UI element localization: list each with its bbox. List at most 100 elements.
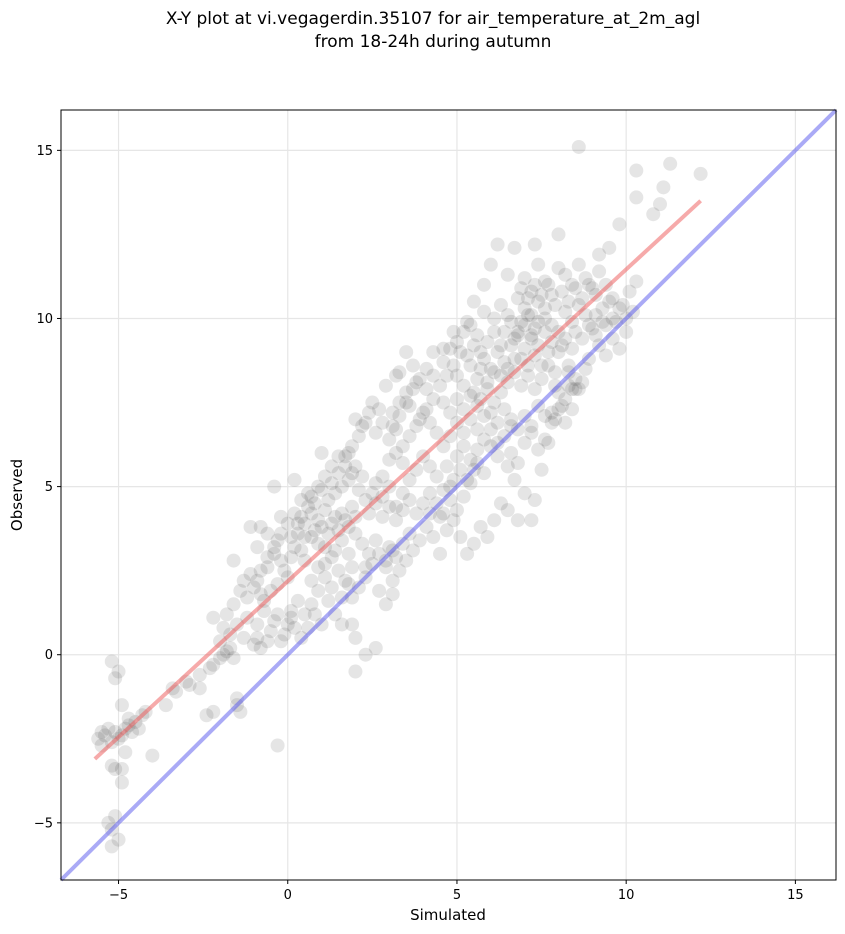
- scatter-point: [402, 493, 417, 508]
- scatter-point: [114, 698, 129, 713]
- fit-line: [93, 199, 702, 761]
- scatter-point: [466, 385, 481, 400]
- scatter-point: [213, 651, 228, 666]
- scatter-point: [314, 617, 329, 632]
- scatter-point: [341, 472, 356, 487]
- scatter-point: [314, 519, 329, 534]
- scatter-point: [145, 748, 160, 763]
- scatter-point: [524, 328, 539, 343]
- scatter-point: [453, 462, 468, 477]
- chart-subtitle: from 18-24h during autumn: [315, 32, 552, 52]
- scatter-point: [517, 341, 532, 356]
- scatter-point: [433, 509, 448, 524]
- scatter-point: [280, 617, 295, 632]
- scatter-point: [541, 345, 556, 360]
- scatter-point: [524, 331, 539, 346]
- x-tick-label: 5: [453, 888, 461, 903]
- scatter-point: [514, 281, 529, 296]
- scatter-point: [290, 516, 305, 531]
- scatter-point: [355, 469, 370, 484]
- scatter-point: [270, 533, 285, 548]
- scatter-point: [355, 419, 370, 434]
- scatter-point: [226, 597, 241, 612]
- scatter-point: [331, 466, 346, 481]
- scatter-point: [426, 530, 441, 545]
- scatter-point: [412, 412, 427, 427]
- scatter-point: [260, 560, 275, 575]
- scatter-point: [389, 422, 404, 437]
- scatter-point: [534, 287, 549, 302]
- scatter-point: [585, 321, 600, 336]
- y-axis-label: Observed: [8, 459, 26, 531]
- scatter-point: [612, 341, 627, 356]
- scatter-point: [351, 429, 366, 444]
- scatter-point: [436, 395, 451, 410]
- scatter-point: [192, 681, 207, 696]
- scatter-point: [287, 620, 302, 635]
- scatter-point: [544, 405, 559, 420]
- scatter-point: [477, 277, 492, 292]
- scatter-point: [537, 408, 552, 423]
- scatter-point: [338, 573, 353, 588]
- scatter-point: [561, 358, 576, 373]
- scatter-point: [331, 563, 346, 578]
- scatter-point: [392, 365, 407, 380]
- scatter-point: [504, 314, 519, 329]
- scatter-point: [470, 328, 485, 343]
- scatter-point: [317, 570, 332, 585]
- scatter-point: [534, 358, 549, 373]
- scatter-point: [537, 311, 552, 326]
- scatter-point: [588, 328, 603, 343]
- scatter-point: [517, 435, 532, 450]
- scatter-point: [409, 506, 424, 521]
- scatter-point: [456, 439, 471, 454]
- scatter-point: [510, 422, 525, 437]
- scatter-point: [548, 412, 563, 427]
- scatter-point: [402, 429, 417, 444]
- y-tick-label: −5: [34, 816, 53, 831]
- scatter-point: [270, 738, 285, 753]
- scatter-point: [273, 553, 288, 568]
- scatter-point: [290, 526, 305, 541]
- scatter-point: [568, 371, 583, 386]
- scatter-point: [561, 378, 576, 393]
- x-tick-label: −5: [109, 888, 128, 903]
- scatter-point: [537, 274, 552, 289]
- scatter-point: [565, 402, 580, 417]
- scatter-point: [510, 513, 525, 528]
- scatter-point: [565, 382, 580, 397]
- scatter-point: [378, 553, 393, 568]
- scatter-point: [108, 671, 123, 686]
- y-tick-label: 5: [45, 480, 53, 495]
- scatter-point: [568, 382, 583, 397]
- x-tick-label: 0: [284, 888, 292, 903]
- scatter-point: [470, 422, 485, 437]
- scatter-point: [534, 371, 549, 386]
- scatter-point: [260, 634, 275, 649]
- scatter-point: [263, 624, 278, 639]
- scatter-point: [301, 499, 316, 514]
- scatter-point: [517, 301, 532, 316]
- scatter-point: [585, 281, 600, 296]
- scatter-point: [598, 318, 613, 333]
- scatter-point: [392, 395, 407, 410]
- scatter-point: [612, 301, 627, 316]
- scatter-point: [487, 395, 502, 410]
- scatter-point: [219, 644, 234, 659]
- scatter-point: [395, 456, 410, 471]
- scatter-point: [284, 610, 299, 625]
- scatter-point: [372, 402, 387, 417]
- scatter-point: [507, 331, 522, 346]
- scatter-point: [331, 449, 346, 464]
- scatter-point: [646, 207, 661, 222]
- scatter-point: [311, 479, 326, 494]
- scatter-point: [267, 614, 282, 629]
- scatter-point: [338, 459, 353, 474]
- scatter-point: [324, 580, 339, 595]
- scatter-point: [341, 577, 356, 592]
- scatter-point: [605, 311, 620, 326]
- scatter-point: [449, 335, 464, 350]
- scatter-point: [101, 815, 116, 830]
- scatter-point: [348, 459, 363, 474]
